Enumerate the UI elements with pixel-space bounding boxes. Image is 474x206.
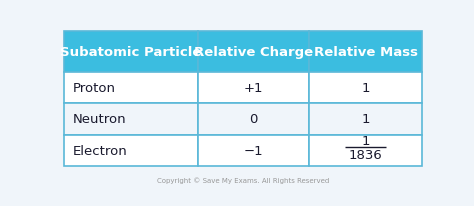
Bar xyxy=(64,104,198,135)
Text: Electron: Electron xyxy=(73,144,128,157)
Bar xyxy=(309,135,422,166)
Bar xyxy=(309,73,422,104)
Text: 1: 1 xyxy=(362,134,370,147)
Bar xyxy=(309,104,422,135)
Bar xyxy=(64,135,198,166)
Text: Proton: Proton xyxy=(73,82,116,95)
Text: 0: 0 xyxy=(249,113,258,126)
Text: Relative Mass: Relative Mass xyxy=(314,46,418,59)
Text: Neutron: Neutron xyxy=(73,113,127,126)
Bar xyxy=(198,104,309,135)
Text: Copyright © Save My Exams. All Rights Reserved: Copyright © Save My Exams. All Rights Re… xyxy=(157,176,329,183)
Text: −1: −1 xyxy=(244,144,264,157)
Bar xyxy=(64,32,198,73)
Bar xyxy=(198,135,309,166)
Text: 1: 1 xyxy=(362,113,370,126)
Text: +1: +1 xyxy=(244,82,264,95)
Bar xyxy=(309,32,422,73)
Bar xyxy=(198,32,309,73)
Text: Subatomic Particle: Subatomic Particle xyxy=(60,46,201,59)
Text: 1836: 1836 xyxy=(349,148,383,161)
Bar xyxy=(198,73,309,104)
Text: Relative Charge: Relative Charge xyxy=(194,46,313,59)
Bar xyxy=(64,73,198,104)
Text: 1: 1 xyxy=(362,82,370,95)
